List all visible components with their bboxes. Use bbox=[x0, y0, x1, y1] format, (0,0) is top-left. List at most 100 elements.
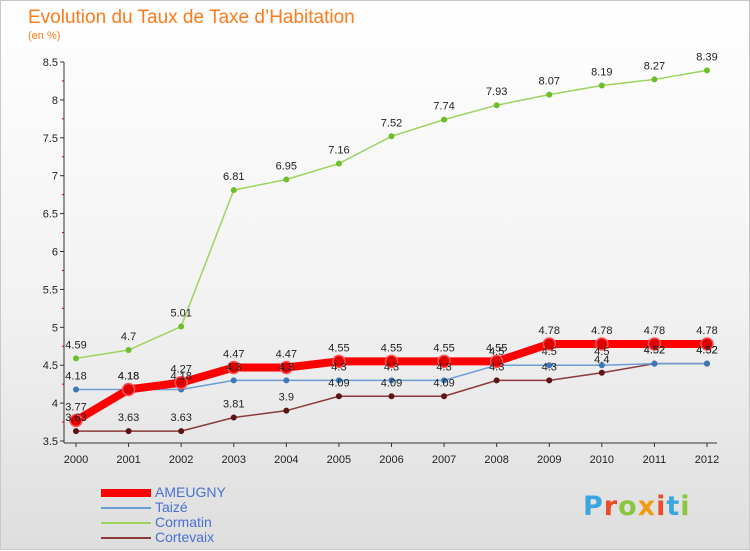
data-point bbox=[121, 382, 136, 397]
data-point bbox=[279, 360, 294, 375]
data-label: 4.18 bbox=[170, 370, 191, 382]
data-label: 6.81 bbox=[223, 171, 244, 183]
data-point bbox=[651, 360, 658, 367]
y-tick-label: 5 bbox=[52, 322, 58, 334]
data-label: 4.3 bbox=[279, 361, 294, 373]
x-tick-label: 2003 bbox=[222, 454, 246, 466]
data-point bbox=[73, 355, 79, 362]
chart-subtitle: (en %) bbox=[28, 30, 61, 42]
x-tick-label: 2004 bbox=[274, 454, 298, 466]
data-label: 7.52 bbox=[381, 117, 402, 129]
logo-letter: x bbox=[637, 491, 657, 522]
data-label: 4.52 bbox=[696, 345, 717, 357]
data-point bbox=[437, 354, 451, 369]
data-label: 4.27 bbox=[170, 364, 191, 376]
data-point bbox=[230, 414, 237, 421]
chart-title: Evolution du Taux de Taxe d’Habitation bbox=[28, 7, 355, 28]
data-point bbox=[651, 76, 658, 83]
data-label: 4.5 bbox=[594, 346, 609, 358]
legend-label: Cortevaix bbox=[155, 529, 215, 545]
data-label: 4.52 bbox=[644, 345, 665, 357]
data-point bbox=[546, 377, 553, 384]
legend-swatch bbox=[101, 488, 151, 497]
data-point bbox=[542, 337, 556, 351]
data-point bbox=[704, 360, 710, 367]
data-label: 4.3 bbox=[542, 361, 557, 373]
data-point bbox=[388, 133, 395, 140]
data-point bbox=[546, 362, 553, 369]
x-tick-label: 2011 bbox=[643, 454, 667, 466]
data-point bbox=[489, 354, 504, 369]
x-tick-label: 2012 bbox=[695, 454, 719, 466]
data-label: 7.16 bbox=[328, 145, 349, 157]
data-label: 4.09 bbox=[381, 377, 402, 389]
data-point bbox=[441, 377, 448, 384]
data-point bbox=[335, 160, 342, 167]
y-tick-label: 4.5 bbox=[43, 360, 58, 372]
data-point bbox=[69, 413, 83, 428]
legend-swatch bbox=[101, 536, 151, 539]
data-label: 4.47 bbox=[223, 348, 244, 360]
data-point bbox=[388, 377, 395, 384]
data-label: 4.5 bbox=[489, 346, 504, 358]
data-point bbox=[230, 187, 237, 194]
data-point bbox=[73, 386, 79, 393]
data-label: 4.78 bbox=[539, 325, 560, 337]
data-point bbox=[227, 360, 241, 375]
data-label: 3.9 bbox=[279, 392, 294, 404]
data-label: 4.18 bbox=[118, 370, 139, 382]
y-tick-label: 7 bbox=[52, 171, 58, 183]
data-label: 8.19 bbox=[591, 66, 612, 78]
data-label: 7.93 bbox=[486, 86, 507, 98]
legend-swatch bbox=[101, 521, 151, 524]
x-tick-label: 2005 bbox=[327, 454, 351, 466]
data-label: 4.3 bbox=[436, 361, 451, 373]
logo-letter: t bbox=[666, 491, 681, 522]
data-point bbox=[283, 377, 290, 384]
x-tick-label: 2001 bbox=[116, 454, 140, 466]
data-point bbox=[700, 337, 714, 351]
y-tick-label: 7.5 bbox=[43, 133, 58, 145]
legend-label: AMEUGNY bbox=[155, 484, 226, 500]
data-point bbox=[178, 323, 185, 330]
data-label: 4.3 bbox=[331, 361, 346, 373]
x-tick-label: 2002 bbox=[169, 454, 193, 466]
data-label: 4.78 bbox=[591, 325, 612, 337]
data-point bbox=[73, 428, 79, 435]
data-label: 6.95 bbox=[276, 160, 297, 172]
logo-letter: i bbox=[680, 491, 691, 522]
data-label: 4.55 bbox=[328, 342, 349, 354]
y-tick-label: 4 bbox=[52, 398, 58, 410]
data-label: 7.74 bbox=[433, 101, 454, 113]
data-label: 4.3 bbox=[226, 361, 241, 373]
data-label: 4.52 bbox=[644, 345, 665, 357]
y-tick-label: 6.5 bbox=[43, 209, 58, 221]
logo-letter: i bbox=[656, 491, 667, 522]
data-label: 4.09 bbox=[433, 377, 454, 389]
data-point bbox=[283, 407, 290, 414]
data-label: 3.77 bbox=[65, 402, 86, 414]
data-label: 4.55 bbox=[381, 342, 402, 354]
data-label: 4.55 bbox=[486, 342, 507, 354]
data-label: 4.09 bbox=[328, 377, 349, 389]
data-label: 4.18 bbox=[118, 370, 139, 382]
data-label: 8.27 bbox=[644, 60, 665, 72]
data-point bbox=[704, 67, 710, 74]
data-point bbox=[178, 428, 185, 435]
x-tick-label: 2000 bbox=[64, 454, 88, 466]
y-tick-label: 6 bbox=[52, 247, 58, 259]
data-point bbox=[598, 362, 605, 369]
x-tick-label: 2007 bbox=[432, 454, 456, 466]
legend-swatch bbox=[101, 506, 151, 509]
logo-letter: r bbox=[603, 491, 619, 522]
data-label: 4.78 bbox=[696, 325, 717, 337]
data-point bbox=[595, 337, 609, 351]
data-point bbox=[335, 393, 342, 400]
data-label: 4.7 bbox=[121, 331, 136, 343]
data-label: 8.07 bbox=[539, 76, 560, 88]
data-point bbox=[598, 369, 605, 376]
data-point bbox=[388, 393, 395, 400]
data-point bbox=[332, 354, 346, 369]
